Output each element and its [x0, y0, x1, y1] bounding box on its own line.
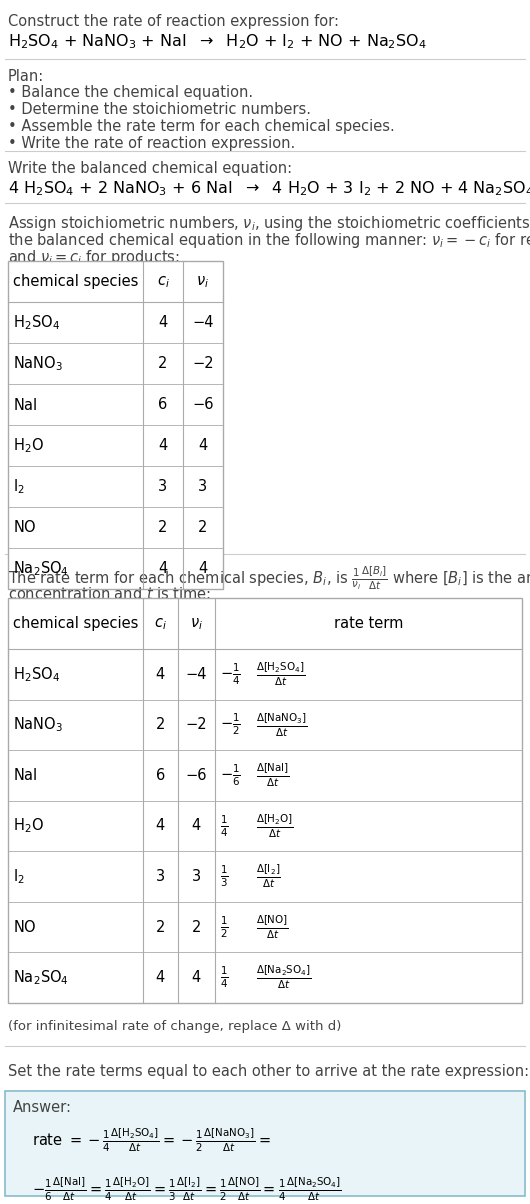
Text: chemical species: chemical species — [13, 616, 139, 631]
Text: chemical species: chemical species — [13, 275, 139, 289]
Text: Set the rate terms equal to each other to arrive at the rate expression:: Set the rate terms equal to each other t… — [8, 1064, 529, 1079]
Text: concentration and $t$ is time:: concentration and $t$ is time: — [8, 586, 211, 602]
Text: $\mathregular{H_2SO_4}$: $\mathregular{H_2SO_4}$ — [13, 665, 60, 684]
Text: −2: −2 — [186, 718, 207, 732]
Text: 2: 2 — [156, 718, 165, 732]
Text: $\mathregular{H_2O}$: $\mathregular{H_2O}$ — [13, 436, 44, 455]
Text: $\mathregular{I_2}$: $\mathregular{I_2}$ — [13, 477, 25, 496]
Text: 4: 4 — [198, 561, 207, 576]
Text: 4: 4 — [191, 970, 201, 985]
Text: 4: 4 — [156, 970, 165, 985]
FancyBboxPatch shape — [8, 598, 522, 1003]
Text: 2: 2 — [198, 520, 207, 535]
Text: Write the balanced chemical equation:: Write the balanced chemical equation: — [8, 161, 292, 176]
Text: $\frac{\Delta[\mathregular{I_2}]}{\Delta t}$: $\frac{\Delta[\mathregular{I_2}]}{\Delta… — [256, 863, 281, 890]
Text: $\frac{1}{2}$: $\frac{1}{2}$ — [220, 914, 228, 940]
Text: $\frac{1}{3}$: $\frac{1}{3}$ — [220, 863, 228, 890]
Text: $-\frac{1}{4}$: $-\frac{1}{4}$ — [220, 661, 241, 687]
Text: $c_i$: $c_i$ — [154, 615, 167, 632]
Text: 3: 3 — [198, 479, 207, 494]
Text: $\mathregular{NaI}$: $\mathregular{NaI}$ — [13, 396, 38, 413]
Text: 4: 4 — [191, 819, 201, 833]
Text: 4 $\mathregular{H_2SO_4}$ + 2 $\mathregular{NaNO_3}$ + 6 NaI  $\rightarrow$  4 $: 4 $\mathregular{H_2SO_4}$ + 2 $\mathregu… — [8, 179, 530, 199]
Text: Assign stoichiometric numbers, $\nu_i$, using the stoichiometric coefficients, $: Assign stoichiometric numbers, $\nu_i$, … — [8, 214, 530, 234]
Text: −4: −4 — [186, 667, 207, 681]
Text: $\frac{\Delta[\mathregular{H_2SO_4}]}{\Delta t}$: $\frac{\Delta[\mathregular{H_2SO_4}]}{\D… — [256, 661, 305, 687]
Text: • Assemble the rate term for each chemical species.: • Assemble the rate term for each chemic… — [8, 119, 395, 134]
Text: 4: 4 — [158, 315, 167, 330]
Text: $-\frac{1}{6}\frac{\Delta[\mathregular{NaI}]}{\Delta t} = \frac{1}{4}\frac{\Delt: $-\frac{1}{6}\frac{\Delta[\mathregular{N… — [32, 1175, 342, 1203]
Text: • Write the rate of reaction expression.: • Write the rate of reaction expression. — [8, 136, 295, 150]
FancyBboxPatch shape — [5, 1091, 525, 1196]
Text: $-\frac{1}{2}$: $-\frac{1}{2}$ — [220, 712, 241, 738]
Text: −4: −4 — [192, 315, 214, 330]
Text: 4: 4 — [198, 438, 207, 453]
Text: 4: 4 — [156, 667, 165, 681]
Text: $\frac{\Delta[\mathregular{NaNO_3}]}{\Delta t}$: $\frac{\Delta[\mathregular{NaNO_3}]}{\De… — [256, 712, 307, 738]
Text: $\frac{1}{4}$: $\frac{1}{4}$ — [220, 813, 228, 839]
Text: $\mathregular{NaNO_3}$: $\mathregular{NaNO_3}$ — [13, 715, 64, 734]
Text: $c_i$: $c_i$ — [156, 273, 170, 290]
Text: $\mathregular{H_2SO_4}$ + $\mathregular{NaNO_3}$ + NaI  $\rightarrow$  $\mathreg: $\mathregular{H_2SO_4}$ + $\mathregular{… — [8, 33, 427, 52]
Text: 3: 3 — [156, 869, 165, 884]
Text: Construct the rate of reaction expression for:: Construct the rate of reaction expressio… — [8, 14, 339, 29]
Text: (for infinitesimal rate of change, replace Δ with d): (for infinitesimal rate of change, repla… — [8, 1020, 341, 1033]
Text: $\mathregular{H_2O}$: $\mathregular{H_2O}$ — [13, 816, 44, 836]
Text: $\nu_i$: $\nu_i$ — [190, 615, 202, 632]
Text: $\frac{1}{4}$: $\frac{1}{4}$ — [220, 964, 228, 991]
Text: $\frac{\Delta[\mathregular{Na_2SO_4}]}{\Delta t}$: $\frac{\Delta[\mathregular{Na_2SO_4}]}{\… — [256, 964, 312, 991]
Text: rate $= -\frac{1}{4}\frac{\Delta[\mathregular{H_2SO_4}]}{\Delta t} = -\frac{1}{2: rate $= -\frac{1}{4}\frac{\Delta[\mathre… — [32, 1127, 271, 1155]
Text: 2: 2 — [156, 920, 165, 934]
FancyBboxPatch shape — [8, 261, 223, 589]
Text: • Determine the stoichiometric numbers.: • Determine the stoichiometric numbers. — [8, 102, 311, 117]
Text: 3: 3 — [191, 869, 201, 884]
Text: $\mathregular{Na_2SO_4}$: $\mathregular{Na_2SO_4}$ — [13, 968, 69, 987]
Text: the balanced chemical equation in the following manner: $\nu_i = -c_i$ for react: the balanced chemical equation in the fo… — [8, 231, 530, 250]
Text: $\frac{\Delta[\mathregular{NO}]}{\Delta t}$: $\frac{\Delta[\mathregular{NO}]}{\Delta … — [256, 914, 289, 940]
Text: $\mathregular{NO}$: $\mathregular{NO}$ — [13, 519, 37, 536]
Text: 2: 2 — [191, 920, 201, 934]
Text: rate term: rate term — [334, 616, 403, 631]
Text: $\nu_i$: $\nu_i$ — [196, 273, 209, 290]
Text: $\mathregular{H_2SO_4}$: $\mathregular{H_2SO_4}$ — [13, 313, 60, 332]
Text: 2: 2 — [158, 520, 167, 535]
Text: $\mathregular{NO}$: $\mathregular{NO}$ — [13, 919, 37, 936]
Text: and $\nu_i = c_i$ for products:: and $\nu_i = c_i$ for products: — [8, 248, 180, 267]
Text: The rate term for each chemical species, $B_i$, is $\frac{1}{\nu_i}\frac{\Delta[: The rate term for each chemical species,… — [8, 565, 530, 592]
Text: $\mathregular{NaI}$: $\mathregular{NaI}$ — [13, 767, 38, 784]
Text: −6: −6 — [186, 768, 207, 783]
Text: Plan:: Plan: — [8, 69, 44, 83]
Text: 4: 4 — [156, 819, 165, 833]
Text: −6: −6 — [192, 397, 214, 412]
Text: $\mathregular{I_2}$: $\mathregular{I_2}$ — [13, 867, 25, 886]
Text: −2: −2 — [192, 356, 214, 371]
Text: 2: 2 — [158, 356, 167, 371]
Text: Answer:: Answer: — [13, 1100, 72, 1115]
Text: $\frac{\Delta[\mathregular{NaI}]}{\Delta t}$: $\frac{\Delta[\mathregular{NaI}]}{\Delta… — [256, 762, 290, 789]
Text: 3: 3 — [158, 479, 167, 494]
Text: 6: 6 — [158, 397, 167, 412]
Text: $\frac{\Delta[\mathregular{H_2O}]}{\Delta t}$: $\frac{\Delta[\mathregular{H_2O}]}{\Delt… — [256, 813, 294, 839]
Text: $-\frac{1}{6}$: $-\frac{1}{6}$ — [220, 762, 241, 789]
Text: 4: 4 — [158, 561, 167, 576]
Text: 4: 4 — [158, 438, 167, 453]
Text: • Balance the chemical equation.: • Balance the chemical equation. — [8, 85, 253, 100]
Text: $\mathregular{Na_2SO_4}$: $\mathregular{Na_2SO_4}$ — [13, 559, 69, 578]
Text: $\mathregular{NaNO_3}$: $\mathregular{NaNO_3}$ — [13, 354, 64, 373]
Text: 6: 6 — [156, 768, 165, 783]
